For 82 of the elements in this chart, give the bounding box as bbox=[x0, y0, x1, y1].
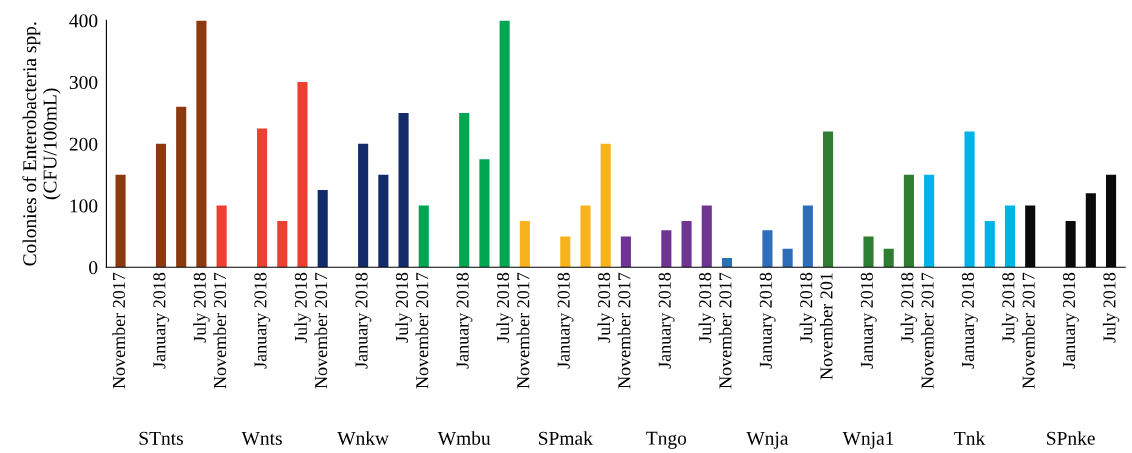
x-tick-label: July 2018 bbox=[1001, 272, 1019, 343]
bar bbox=[823, 131, 834, 268]
bar bbox=[701, 205, 712, 268]
x-tick-label: July 2018 bbox=[698, 272, 715, 343]
text: Wmbu bbox=[437, 431, 491, 445]
bar bbox=[661, 230, 672, 268]
bar bbox=[620, 236, 631, 268]
x-tick-label: July 2018 bbox=[395, 272, 412, 343]
x-tick-label: November 2017 bbox=[920, 272, 934, 389]
text: Wnkw bbox=[337, 431, 389, 445]
bar bbox=[984, 220, 995, 268]
x-tick-label: November 2017 bbox=[213, 272, 227, 389]
y-tick-label: 0 bbox=[89, 261, 98, 275]
bar bbox=[600, 143, 611, 268]
x-tick-label: January 2018 bbox=[254, 272, 271, 369]
x-tick-label: November 2017 bbox=[314, 272, 328, 389]
bar bbox=[196, 20, 207, 268]
bar bbox=[519, 220, 530, 268]
text: SPnke bbox=[1047, 431, 1095, 445]
text: Tnk bbox=[954, 431, 986, 445]
text: STnts bbox=[139, 431, 183, 445]
bar bbox=[1004, 205, 1016, 268]
bar bbox=[378, 174, 389, 268]
x-tick-label: November 2017 bbox=[415, 272, 429, 389]
x-tick-label: November 2017 bbox=[617, 272, 631, 389]
x-tick-label: November 2017 bbox=[1022, 272, 1035, 389]
x-tick-label: November 2017 bbox=[112, 272, 126, 389]
x-tick-label: November 2017 bbox=[718, 272, 732, 389]
bar bbox=[499, 20, 510, 268]
bar bbox=[883, 248, 894, 268]
x-tick-label: July 2018 bbox=[193, 272, 210, 343]
y-tick-label: 300 bbox=[69, 75, 98, 90]
bar bbox=[317, 190, 328, 268]
x-tick-label: January 2018 bbox=[456, 272, 473, 369]
x-tick-label: July 2018 bbox=[799, 272, 817, 343]
text: Wnja1 bbox=[842, 431, 894, 449]
bar bbox=[782, 248, 793, 268]
bar bbox=[924, 174, 935, 268]
x-tick-label: January 2018 bbox=[153, 272, 170, 369]
bar bbox=[964, 131, 975, 268]
bar bbox=[802, 205, 813, 268]
x-tick-label: January 2018 bbox=[557, 272, 574, 369]
bar bbox=[297, 82, 308, 268]
x-tick-label: January 2018 bbox=[1062, 272, 1079, 369]
bar bbox=[277, 220, 288, 268]
bar bbox=[903, 174, 914, 268]
x-tick-label: July 2018 bbox=[294, 272, 311, 343]
bar bbox=[398, 112, 409, 268]
x-tick-label: January 2018 bbox=[658, 272, 675, 369]
bar bbox=[257, 128, 268, 268]
x-tick-label: July 2018 bbox=[597, 272, 614, 343]
y-axis-title: Colonies of Enterobacteria spp. (CFU/100mL) bbox=[22, 22, 61, 266]
x-tick-label: January 2018 bbox=[961, 272, 978, 369]
text: SPmak bbox=[539, 431, 593, 445]
bar bbox=[721, 258, 733, 268]
text: Tngo bbox=[646, 431, 687, 449]
bar bbox=[580, 205, 591, 268]
x-tick-label: November 2017 bbox=[516, 272, 530, 389]
x-tick-label: January 2018 bbox=[860, 272, 877, 369]
bar bbox=[863, 236, 874, 268]
x-tick-label: January 2018 bbox=[759, 272, 776, 369]
x-tick-label: July 2018 bbox=[900, 272, 918, 343]
y-tick-label: 400 bbox=[69, 14, 98, 28]
text: Wnts bbox=[241, 431, 282, 445]
x-tick-label: January 2018 bbox=[355, 272, 372, 369]
bar bbox=[560, 236, 571, 268]
y-tick-label: 100 bbox=[70, 199, 98, 213]
bar bbox=[216, 205, 227, 268]
bar bbox=[762, 230, 773, 268]
bar bbox=[459, 112, 470, 268]
y-tick-label: 200 bbox=[69, 137, 98, 151]
bar bbox=[176, 106, 187, 268]
x-tick-label: November 201 bbox=[819, 273, 833, 380]
bar bbox=[358, 143, 369, 268]
bar bbox=[115, 174, 126, 268]
x-tick-label: July 2018 bbox=[1102, 272, 1120, 343]
text: Wnja bbox=[746, 431, 789, 449]
bar bbox=[418, 205, 429, 268]
bar bbox=[479, 159, 490, 268]
bar bbox=[155, 143, 167, 268]
bar bbox=[681, 220, 692, 268]
x-tick-label: July 2018 bbox=[496, 272, 513, 343]
